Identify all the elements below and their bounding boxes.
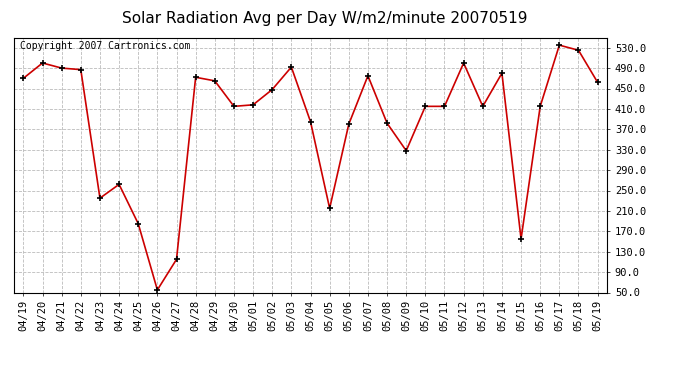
Text: Solar Radiation Avg per Day W/m2/minute 20070519: Solar Radiation Avg per Day W/m2/minute … <box>121 11 527 26</box>
Text: Copyright 2007 Cartronics.com: Copyright 2007 Cartronics.com <box>20 41 190 51</box>
